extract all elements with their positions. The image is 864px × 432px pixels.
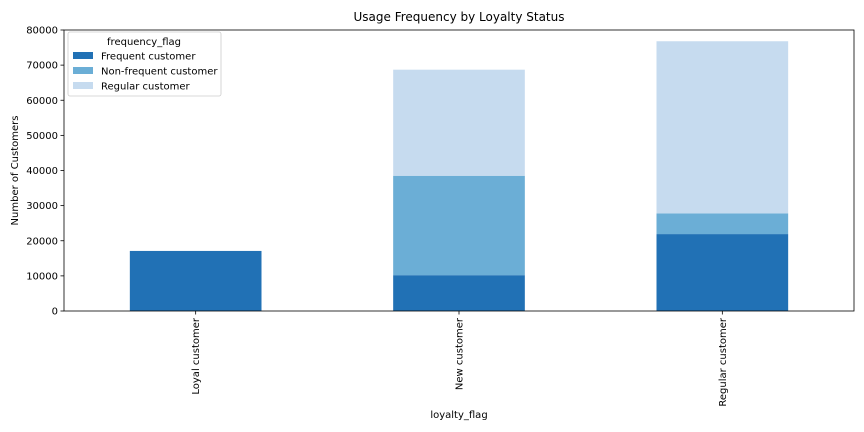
y-tick-label: 0 — [52, 307, 58, 318]
x-tick-label: Loyal customer — [191, 317, 202, 394]
legend-title: frequency_flag — [107, 37, 181, 48]
legend-entry-label: Frequent customer — [101, 52, 196, 63]
bar-new-customer-non-frequent-customer — [393, 175, 525, 276]
legend-entry-label: Regular customer — [101, 82, 191, 93]
bar-loyal-customer-frequent-customer — [129, 250, 262, 311]
x-tick-label: Regular customer — [718, 317, 729, 407]
x-axis-label: loyalty_flag — [430, 410, 487, 421]
plot-frame — [63, 29, 855, 312]
y-tick-label: 60000 — [26, 96, 58, 107]
bar-new-customer-regular-customer — [393, 69, 525, 176]
y-tick-label: 20000 — [26, 236, 58, 247]
y-tick-label: 50000 — [26, 131, 58, 142]
y-tick-label: 80000 — [26, 26, 58, 37]
legend: frequency_flag Frequent customer Non-freq… — [67, 31, 222, 97]
legend-swatch — [73, 67, 93, 74]
y-tick-label: 70000 — [26, 61, 58, 72]
y-tick-label: 40000 — [26, 166, 58, 177]
bar-regular-customer-non-frequent-customer — [656, 213, 789, 235]
bars-group — [129, 41, 789, 311]
bar-regular-customer-regular-customer — [656, 41, 789, 214]
chart-title: Usage Frequency by Loyalty Status — [353, 10, 564, 24]
y-tick-label: 10000 — [26, 271, 58, 282]
legend-swatch — [73, 52, 93, 59]
y-axis: 0 10000 20000 30000 40000 50000 60000 70000 8000… — [26, 26, 64, 318]
x-axis: Loyal customer New customer Regular custom… — [191, 311, 729, 407]
x-tick-label: New customer — [455, 317, 466, 390]
y-tick-label: 30000 — [26, 201, 58, 212]
bar-regular-customer-frequent-customer — [656, 234, 789, 311]
legend-items: Frequent customer Non-frequent customer Re… — [73, 52, 218, 93]
legend-box — [67, 31, 222, 97]
bar-new-customer-frequent-customer — [393, 275, 525, 311]
legend-entry-label: Non-frequent customer — [101, 67, 218, 78]
legend-swatch — [73, 82, 93, 89]
y-axis-label: Number of Customers — [10, 116, 21, 226]
